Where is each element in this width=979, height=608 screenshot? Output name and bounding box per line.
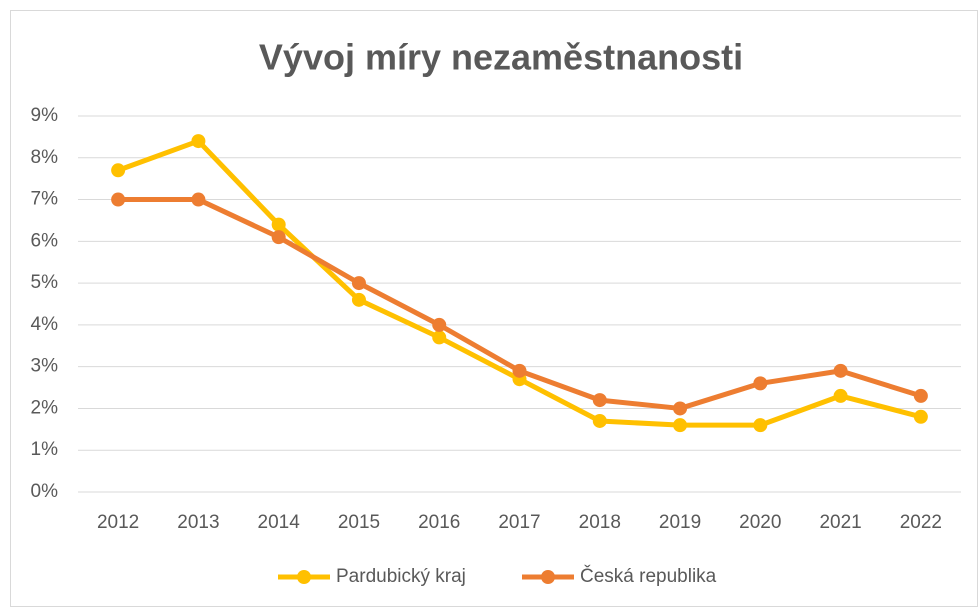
point — [753, 376, 768, 391]
point — [673, 418, 688, 433]
point — [271, 217, 286, 232]
x-tick-label: 2015 — [338, 512, 380, 533]
point — [271, 230, 286, 245]
legend-marker — [541, 570, 555, 584]
y-tick-label: 0% — [31, 481, 59, 502]
point — [913, 409, 928, 424]
y-tick-label: 7% — [31, 189, 59, 210]
point — [432, 317, 447, 332]
point — [913, 388, 928, 403]
x-tick-label: 2018 — [579, 512, 621, 533]
x-tick-label: 2014 — [258, 512, 301, 533]
x-tick-label: 2021 — [819, 512, 861, 533]
point — [351, 292, 366, 307]
legend-label: Česká republika — [580, 565, 717, 587]
legend-marker — [297, 570, 311, 584]
y-tick-label: 4% — [31, 314, 59, 335]
x-tick-label: 2013 — [177, 512, 219, 533]
y-tick-label: 3% — [31, 356, 59, 377]
x-tick-label: 2016 — [418, 512, 460, 533]
y-tick-label: 8% — [31, 147, 59, 168]
legend-label: Pardubický kraj — [336, 566, 466, 587]
y-tick-label: 1% — [31, 439, 59, 460]
y-tick-label: 9% — [31, 105, 59, 126]
x-tick-label: 2012 — [97, 512, 139, 533]
point — [753, 418, 768, 433]
point — [111, 192, 126, 207]
y-tick-label: 2% — [31, 397, 59, 418]
chart-border — [10, 10, 978, 607]
point — [111, 163, 126, 178]
x-tick-label: 2017 — [498, 512, 540, 533]
point — [833, 363, 848, 378]
point — [351, 276, 366, 291]
point — [191, 134, 206, 149]
point — [512, 363, 527, 378]
point — [592, 413, 607, 428]
x-tick-label: 2019 — [659, 512, 701, 533]
point — [432, 330, 447, 345]
point — [191, 192, 206, 207]
chart-title: Vývoj míry nezaměstnanosti — [259, 37, 743, 78]
point — [592, 393, 607, 408]
point — [833, 388, 848, 403]
y-tick-label: 6% — [31, 230, 59, 251]
x-tick-label: 2022 — [900, 512, 942, 533]
point — [673, 401, 688, 416]
x-tick-label: 2020 — [739, 512, 781, 533]
y-tick-label: 5% — [31, 272, 59, 293]
